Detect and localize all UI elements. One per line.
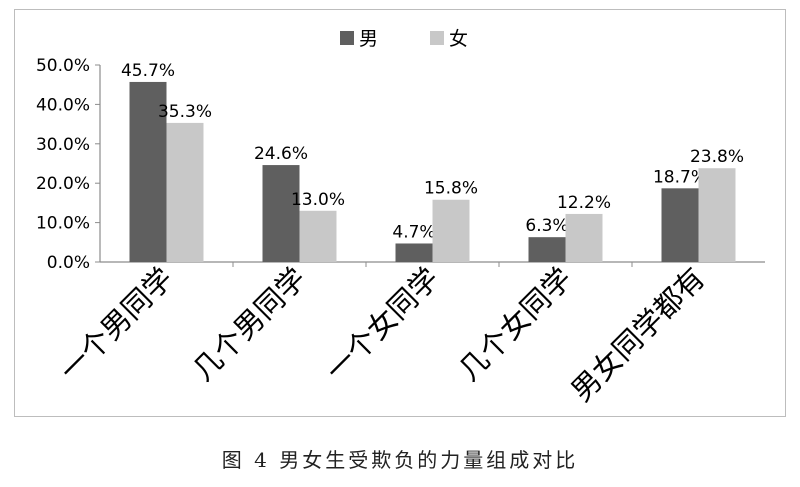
data-label: 13.0%	[291, 190, 345, 210]
data-label: 15.8%	[424, 179, 478, 199]
category-label: 几个男同学	[186, 261, 313, 388]
data-label: 35.3%	[158, 102, 212, 122]
data-label: 24.6%	[254, 144, 308, 164]
figure-caption: 图 4 男女生受欺负的力量组成对比	[221, 448, 579, 472]
data-label: 18.7%	[653, 167, 707, 187]
bar-male	[262, 165, 300, 262]
y-tick-label: 30.0%	[36, 135, 90, 155]
legend-swatch	[340, 31, 354, 45]
y-tick-label: 40.0%	[36, 95, 90, 115]
category-label: 几个女同学	[452, 261, 579, 388]
bar-female	[299, 210, 337, 262]
category-label: 男女同学都有	[564, 261, 711, 408]
y-tick-label: 0.0%	[47, 253, 90, 273]
legend-label: 女	[449, 28, 468, 50]
data-label: 45.7%	[121, 61, 175, 81]
legend-swatch	[430, 31, 444, 45]
y-tick-label: 20.0%	[36, 174, 90, 194]
bar-chart: 0.0% 10.0% 20.0% 30.0% 40.0% 50.0% 45.7% 35.3% 一…	[36, 28, 765, 408]
bar-male	[129, 81, 167, 262]
bar-male	[395, 243, 433, 262]
data-label: 23.8%	[690, 147, 744, 167]
category-label: 一个女同学	[319, 261, 446, 388]
bar-male	[661, 188, 699, 262]
legend-label: 男	[359, 28, 378, 50]
data-label: 4.7%	[392, 222, 435, 242]
bar-female	[166, 122, 204, 262]
bar-female	[698, 168, 736, 262]
bar-female	[565, 213, 603, 262]
y-tick-label: 10.0%	[36, 214, 90, 234]
bar-male	[528, 237, 566, 262]
data-label: 6.3%	[525, 216, 568, 236]
y-tick-label: 50.0%	[36, 56, 90, 76]
category-label: 一个男同学	[53, 261, 180, 388]
bar-female	[432, 199, 470, 262]
data-label: 12.2%	[557, 193, 611, 213]
